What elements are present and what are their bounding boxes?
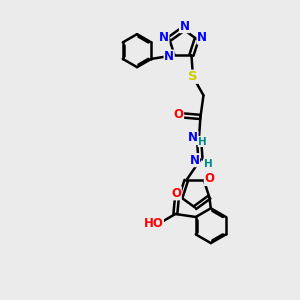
Text: O: O: [204, 172, 214, 185]
Text: N: N: [190, 154, 200, 166]
Text: HO: HO: [143, 218, 164, 230]
Text: N: N: [164, 50, 174, 63]
Text: N: N: [197, 31, 207, 44]
Text: H: H: [198, 136, 207, 146]
Text: H: H: [204, 159, 212, 169]
Text: O: O: [171, 187, 181, 200]
Text: N: N: [179, 20, 190, 33]
Text: O: O: [174, 108, 184, 121]
Text: S: S: [188, 70, 198, 83]
Text: N: N: [188, 131, 198, 144]
Text: N: N: [159, 31, 169, 44]
